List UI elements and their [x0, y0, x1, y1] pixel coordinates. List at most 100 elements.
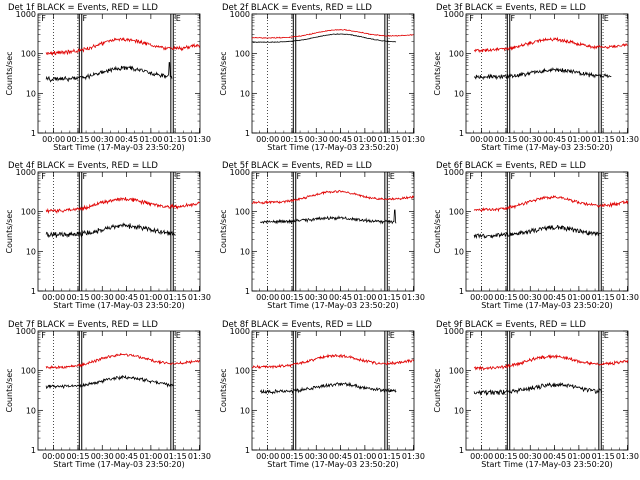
y-tick-label: 1000 [444, 10, 464, 19]
panel-1: Det 1f BLACK = Events, RED = LLD 1 10 100 10… [5, 3, 211, 152]
panel-title: Det 4f BLACK = Events, RED = LLD [8, 161, 158, 171]
x-axis-label: Start Time (17-May-03 23:50:20) [481, 143, 612, 152]
events-series-line [259, 209, 397, 225]
lld-series-line [251, 353, 414, 370]
y-tick-label: 1000 [16, 327, 36, 336]
plot-frame [465, 171, 629, 292]
x-tick-label: 01:15 [164, 293, 187, 302]
x-tick-label: 00:00 [470, 135, 493, 144]
flag-label: E [176, 172, 181, 181]
y-tick-label: 1 [459, 446, 464, 455]
x-tick-label: 00:30 [91, 452, 114, 461]
x-tick-label: 01:15 [378, 135, 401, 144]
x-axis-label: Start Time (17-May-03 23:50:20) [53, 143, 184, 152]
panel-4: Det 4f BLACK = Events, RED = LLD 1 10 100 10… [5, 161, 211, 310]
x-tick-label: 00:15 [494, 452, 517, 461]
x-tick-label: 00:30 [519, 452, 542, 461]
y-tick-label: 10 [26, 406, 36, 415]
x-tick-label: 01:00 [567, 452, 590, 461]
events-series-line [473, 67, 612, 81]
events-series-line [45, 62, 173, 83]
x-tick-label: 01:15 [592, 293, 615, 302]
x-tick-label: 01:00 [139, 135, 162, 144]
y-tick-label: 10 [454, 89, 464, 98]
x-tick-label: 00:15 [494, 135, 517, 144]
x-tick-label: 01:00 [567, 293, 590, 302]
y-tick-label: 1 [459, 287, 464, 296]
flag-label: F [83, 14, 88, 23]
plot-frame [37, 171, 201, 292]
y-tick-label: 100 [21, 208, 36, 217]
x-tick-label: 01:30 [616, 135, 639, 144]
x-tick-label: 01:15 [592, 135, 615, 144]
panel-3: Det 3f BLACK = Events, RED = LLD 1 10 100 10… [433, 3, 639, 152]
y-tick-label: 10 [454, 247, 464, 256]
flag-label: F [297, 331, 302, 340]
x-tick-label: 00:45 [115, 135, 138, 144]
events-series-line [473, 381, 603, 396]
x-tick-label: 00:00 [256, 452, 279, 461]
panel-title: Det 5f BLACK = Events, RED = LLD [222, 161, 372, 171]
x-tick-label: 00:00 [470, 452, 493, 461]
x-tick-label: 00:45 [543, 135, 566, 144]
y-tick-label: 100 [21, 50, 36, 59]
flag-label: F [83, 331, 88, 340]
plot-frame [251, 171, 415, 292]
x-tick-label: 00:00 [42, 293, 65, 302]
flag-label: E [176, 331, 181, 340]
y-tick-label: 1000 [444, 168, 464, 177]
y-tick-label: 100 [449, 367, 464, 376]
x-tick-label: 01:00 [139, 452, 162, 461]
x-tick-label: 00:15 [66, 452, 89, 461]
x-tick-label: 00:15 [280, 135, 303, 144]
lld-series-line [473, 194, 629, 213]
x-axis-label: Start Time (17-May-03 23:50:20) [267, 301, 398, 310]
y-tick-label: 100 [449, 208, 464, 217]
panel-title: Det 9f BLACK = Events, RED = LLD [436, 320, 586, 330]
flag-label: F [83, 172, 88, 181]
y-tick-label: 1000 [230, 168, 250, 177]
y-tick-label: 10 [454, 406, 464, 415]
flag-label: E [604, 331, 609, 340]
x-tick-label: 01:00 [353, 135, 376, 144]
y-tick-label: 1000 [16, 168, 36, 177]
panel-title: Det 1f BLACK = Events, RED = LLD [8, 3, 158, 13]
flag-label: F [511, 172, 516, 181]
x-tick-label: 01:15 [164, 452, 187, 461]
y-axis-label: Counts/sec [219, 368, 228, 412]
x-tick-label: 00:45 [543, 293, 566, 302]
panel-title: Det 3f BLACK = Events, RED = LLD [436, 3, 586, 13]
panel-title: Det 2f BLACK = Events, RED = LLD [222, 3, 372, 13]
y-tick-label: 1000 [230, 10, 250, 19]
y-tick-label: 1 [245, 129, 250, 138]
flag-label: E [604, 14, 609, 23]
y-tick-label: 100 [449, 50, 464, 59]
panel-9: Det 9f BLACK = Events, RED = LLD 1 10 100 10… [433, 320, 639, 469]
x-axis-label: Start Time (17-May-03 23:50:20) [481, 460, 612, 469]
x-tick-label: 00:30 [305, 135, 328, 144]
y-axis-label: Counts/sec [5, 51, 14, 95]
y-axis-label: Counts/sec [433, 51, 442, 95]
flag-label: F [469, 172, 474, 181]
x-tick-label: 00:45 [543, 452, 566, 461]
y-tick-label: 1 [245, 287, 250, 296]
flag-label: E [176, 14, 181, 23]
panel-8: Det 8f BLACK = Events, RED = LLD 1 10 100 10… [219, 320, 425, 469]
y-tick-label: 100 [21, 367, 36, 376]
x-tick-label: 00:00 [470, 293, 493, 302]
x-tick-label: 01:00 [567, 135, 590, 144]
plot-frame [251, 13, 415, 134]
lld-series-line [45, 197, 200, 215]
x-tick-label: 01:30 [402, 135, 425, 144]
y-tick-label: 10 [26, 89, 36, 98]
lld-series-line [473, 36, 629, 54]
plot-frame [465, 330, 629, 451]
y-tick-label: 1000 [16, 10, 36, 19]
x-tick-label: 00:00 [256, 293, 279, 302]
x-tick-label: 00:30 [519, 135, 542, 144]
x-tick-label: 00:15 [280, 452, 303, 461]
panel-title: Det 7f BLACK = Events, RED = LLD [8, 320, 158, 330]
x-tick-label: 01:00 [139, 293, 162, 302]
flag-label: E [390, 331, 395, 340]
